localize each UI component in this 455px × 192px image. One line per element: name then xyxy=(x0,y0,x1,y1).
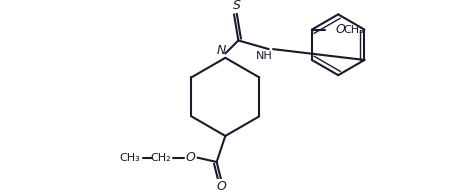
Text: S: S xyxy=(233,0,241,12)
Text: CH₃: CH₃ xyxy=(343,25,364,35)
Text: O: O xyxy=(216,180,226,192)
Text: CH₂: CH₂ xyxy=(150,153,171,163)
Text: O: O xyxy=(186,151,196,164)
Text: CH₃: CH₃ xyxy=(120,153,140,163)
Text: O: O xyxy=(336,23,345,36)
Text: N: N xyxy=(216,44,226,57)
Text: NH: NH xyxy=(256,51,273,61)
